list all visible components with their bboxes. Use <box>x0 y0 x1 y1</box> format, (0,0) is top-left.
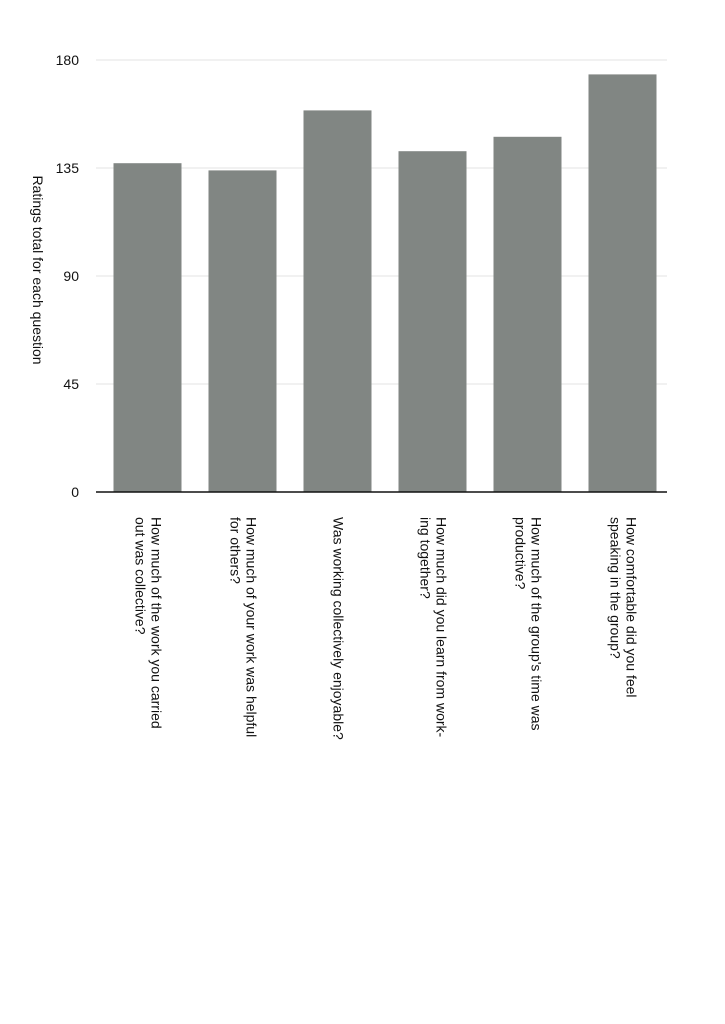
x-tick-label-line: ing together? <box>418 517 434 599</box>
x-tick-label: How much of the work you carriedout was … <box>133 517 165 729</box>
bar <box>398 151 467 492</box>
y-axis-label: Ratings total for each question <box>30 175 46 364</box>
x-tick-label-line: Was working collectively enjoyable? <box>331 517 347 740</box>
x-tick-label-line: for others? <box>228 517 244 584</box>
bars <box>113 74 657 493</box>
x-tick-label-line: out was collective? <box>133 517 149 635</box>
x-tick-label-line: How much of the work you carried <box>149 517 165 729</box>
bar <box>303 110 372 493</box>
x-tick-label-line: How much of your work was helpful <box>244 517 260 737</box>
y-tick-label: 180 <box>56 52 80 68</box>
y-tick-label: 90 <box>63 268 79 284</box>
y-tick-label: 0 <box>71 484 79 500</box>
x-tick-label: How comfortable did you feelspeaking in … <box>608 517 640 698</box>
x-tick-label: How much of the group's time wasproducti… <box>513 517 545 731</box>
x-tick-label: Was working collectively enjoyable? <box>331 517 347 740</box>
bar <box>588 74 657 493</box>
y-axis-ticks: 0 45 90 135 180 <box>56 52 80 500</box>
y-tick-label: 135 <box>56 160 80 176</box>
bar <box>493 136 562 493</box>
x-tick-label-line: How much of the group's time was <box>529 517 545 731</box>
x-tick-label: How much did you learn from work-ing tog… <box>418 517 450 738</box>
bar <box>208 170 277 492</box>
x-tick-label-line: How comfortable did you feel <box>624 517 640 698</box>
bar <box>113 163 182 492</box>
x-tick-label-line: speaking in the group? <box>608 517 624 659</box>
x-axis-category-labels: How much of the work you carriedout was … <box>133 517 640 740</box>
x-tick-label: How much of your work was helpfulfor oth… <box>228 517 260 737</box>
x-tick-label-line: productive? <box>513 517 529 590</box>
gridlines <box>96 59 667 385</box>
y-tick-label: 45 <box>63 376 79 392</box>
x-tick-label-line: How much did you learn from work- <box>434 517 450 738</box>
